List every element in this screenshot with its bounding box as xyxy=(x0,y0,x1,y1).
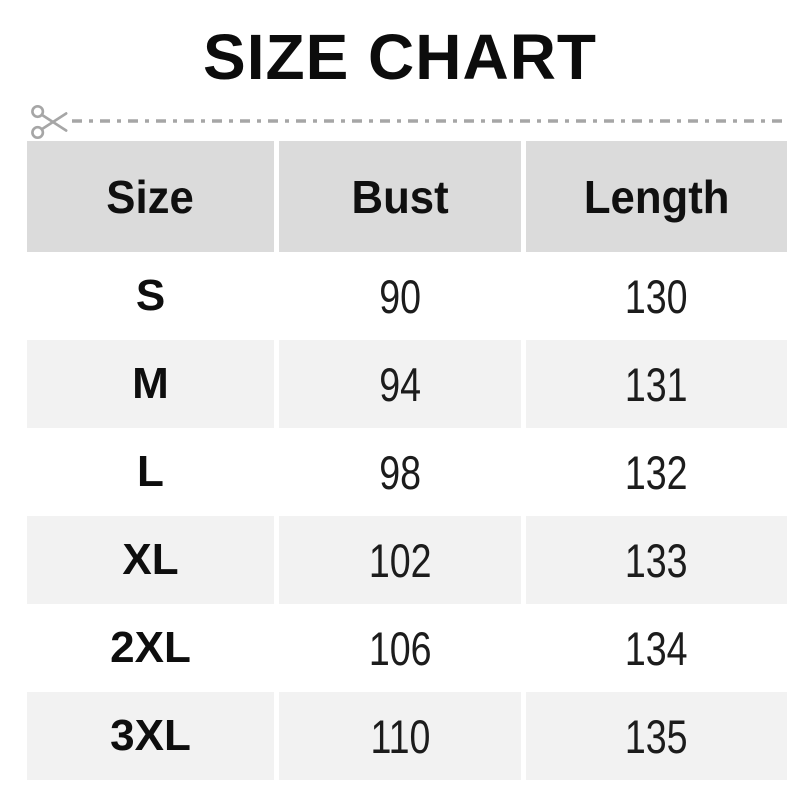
size-label-cell: 2XL xyxy=(27,604,274,692)
size-label-cell: 3XL xyxy=(27,692,274,780)
cell-value: 133 xyxy=(625,533,688,587)
page-title: SIZE CHART xyxy=(203,21,597,93)
bust-value-cell: 94 xyxy=(279,340,521,428)
bust-value-cell: 98 xyxy=(279,428,521,516)
cell-value: 106 xyxy=(368,621,432,675)
cell-value: 130 xyxy=(625,269,688,323)
cell-value: 94 xyxy=(379,357,421,411)
bust-value-cell: 106 xyxy=(279,604,521,692)
scissors-icon xyxy=(31,104,68,140)
size-label-cell: M xyxy=(27,340,274,428)
bust-value-cell: 110 xyxy=(279,692,521,780)
size-label-cell: L xyxy=(27,428,274,516)
cut-here-divider xyxy=(30,100,785,142)
cell-value: 102 xyxy=(368,533,432,587)
dashed-cut-line xyxy=(72,119,782,123)
column-header-size: Size xyxy=(27,141,274,252)
cell-value: 131 xyxy=(625,357,688,411)
length-value-cell: 133 xyxy=(526,516,787,604)
cell-value: 90 xyxy=(379,269,421,323)
cell-value: 134 xyxy=(625,621,688,675)
cell-value: 132 xyxy=(625,445,688,499)
column-header-length: Length xyxy=(526,141,787,252)
length-value-cell: 131 xyxy=(526,340,787,428)
cell-value: 110 xyxy=(370,709,430,763)
cell-value: 98 xyxy=(379,445,421,499)
length-value-cell: 135 xyxy=(526,692,787,780)
size-table: Size Bust Length S 90 130 M 94 131 L 98 … xyxy=(27,141,787,780)
length-value-cell: 134 xyxy=(526,604,787,692)
column-header-bust: Bust xyxy=(279,141,521,252)
column-header-label: Length xyxy=(583,170,730,223)
length-value-cell: 132 xyxy=(526,428,787,516)
cell-value: 135 xyxy=(625,709,688,763)
bust-value-cell: 102 xyxy=(279,516,521,604)
length-value-cell: 130 xyxy=(526,252,787,340)
size-label-cell: S xyxy=(27,252,274,340)
column-header-label: Size xyxy=(106,170,195,223)
column-header-label: Bust xyxy=(351,170,449,223)
bust-value-cell: 90 xyxy=(279,252,521,340)
size-label-cell: XL xyxy=(27,516,274,604)
